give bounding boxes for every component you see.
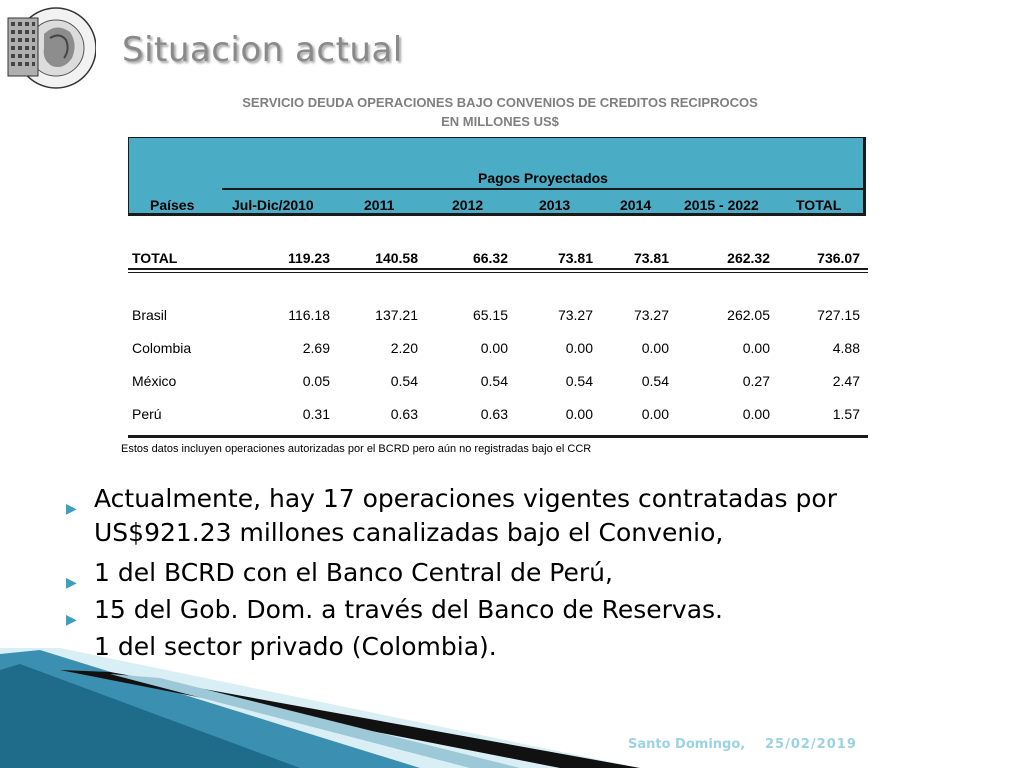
arrow-right-icon: ▶ [66,612,77,628]
table-cell: 262.05 [727,307,770,323]
bullet-item: ▶ 1 del BCRD con el Banco Central de Per… [66,554,946,591]
table-cell: TOTAL [132,250,178,266]
table-cell: 0.54 [390,373,418,389]
total-divider [128,268,868,270]
table-cell: 1.57 [832,406,860,422]
table-cell: 0.00 [742,340,770,356]
table-cell: 73.81 [557,250,593,266]
table-cell: 66.32 [472,250,508,266]
column-header: 2015 - 2022 [684,197,759,213]
column-header-row: Países Jul-Dic/2010 2011 2012 2013 2014 … [128,193,866,217]
table-cell: 736.07 [817,250,860,266]
bullet-text: 1 del BCRD con el Banco Central de Perú, [94,558,613,587]
table-header [128,137,866,216]
column-header: 2011 [364,197,395,213]
table-cell: 73.27 [557,307,593,323]
bullet-item: ▶ 15 del Gob. Dom. a través del Banco de… [66,591,946,628]
table-cell: 727.15 [817,307,860,323]
slide-title: Situacion actual [122,30,403,70]
bullet-text: 1 del sector privado (Colombia). [94,632,497,661]
table-cell: 116.18 [288,307,330,323]
table-row: Brasil 116.18 137.21 65.15 73.27 73.27 2… [128,303,866,327]
table-cell: 0.00 [641,406,669,422]
table-row: México 0.05 0.54 0.54 0.54 0.54 0.27 2.4… [128,369,866,393]
decorative-stripes [0,648,640,768]
table-cell: 0.00 [641,340,669,356]
bullet-list: ▶ Actualmente, hay 17 operaciones vigent… [66,482,946,665]
footer-location: Santo Domingo, [628,737,746,752]
group-header-rule [222,188,866,190]
table-cell: 0.63 [390,406,418,422]
table-cell: 2.69 [302,340,330,356]
table-heading-line2: EN MILLONES US$ [441,114,559,129]
table-row-total: TOTAL 119.23 140.58 66.32 73.81 73.81 26… [128,246,866,270]
table-cell: 0.63 [480,406,508,422]
table-cell: Brasil [132,307,168,323]
table-cell: 0.54 [480,373,508,389]
table-cell: 4.88 [832,340,860,356]
table-cell: 65.15 [472,307,508,323]
table-cell: 0.27 [742,373,770,389]
bullet-text: Actualmente, hay 17 operaciones vigentes… [94,484,837,513]
table-cell: 73.27 [633,307,669,323]
table-cell: 137.21 [375,307,418,323]
table-row: Colombia 2.69 2.20 0.00 0.00 0.00 0.00 4… [128,336,866,360]
table-cell: 2.47 [832,373,860,389]
column-header: 2013 [539,197,571,213]
column-header: 2014 [620,197,652,213]
bullet-text: US$921.23 millones canalizadas bajo el C… [94,518,724,547]
table-cell: 0.00 [742,406,770,422]
arrow-right-icon: ▶ [66,501,77,517]
table-cell: 0.54 [565,373,593,389]
table-cell: Colombia [132,340,192,356]
footer-date: 25/02/2019 [765,737,857,752]
table-cell: 262.32 [727,250,770,266]
table-cell: 0.00 [565,340,593,356]
bullet-text: 15 del Gob. Dom. a través del Banco de R… [94,595,723,624]
table-bottom-divider [128,435,868,438]
bullet-item: ▶ 1 del sector privado (Colombia). [66,628,946,665]
table-heading-line1: SERVICIO DEUDA OPERACIONES BAJO CONVENIO… [242,95,758,110]
table-cell: 140.58 [375,250,418,266]
table-cell: 0.00 [480,340,508,356]
total-divider [128,272,868,273]
table-footnote: Estos datos incluyen operaciones autoriz… [121,443,592,455]
column-header: 2012 [452,197,484,213]
table-cell: 0.00 [565,406,593,422]
group-header-pagos: Pagos Proyectados [478,170,608,186]
table-cell: Perú [132,406,162,422]
table-cell: 0.05 [302,373,330,389]
table-cell: 73.81 [633,250,669,266]
arrow-right-icon: ▶ [66,575,77,591]
table-cell: 0.31 [302,406,330,422]
table-row: Perú 0.31 0.63 0.63 0.00 0.00 0.00 1.57 [128,402,866,426]
column-header: Países [150,197,195,213]
bullet-item: ▶ Actualmente, hay 17 operaciones vigent… [66,482,946,550]
column-header: Jul-Dic/2010 [232,197,314,213]
column-header: TOTAL [796,197,842,213]
table-cell: 2.20 [390,340,418,356]
table-cell: 119.23 [287,250,330,266]
table-cell: 0.54 [641,373,669,389]
table-cell: México [132,373,177,389]
bank-seal-logo [7,7,96,89]
